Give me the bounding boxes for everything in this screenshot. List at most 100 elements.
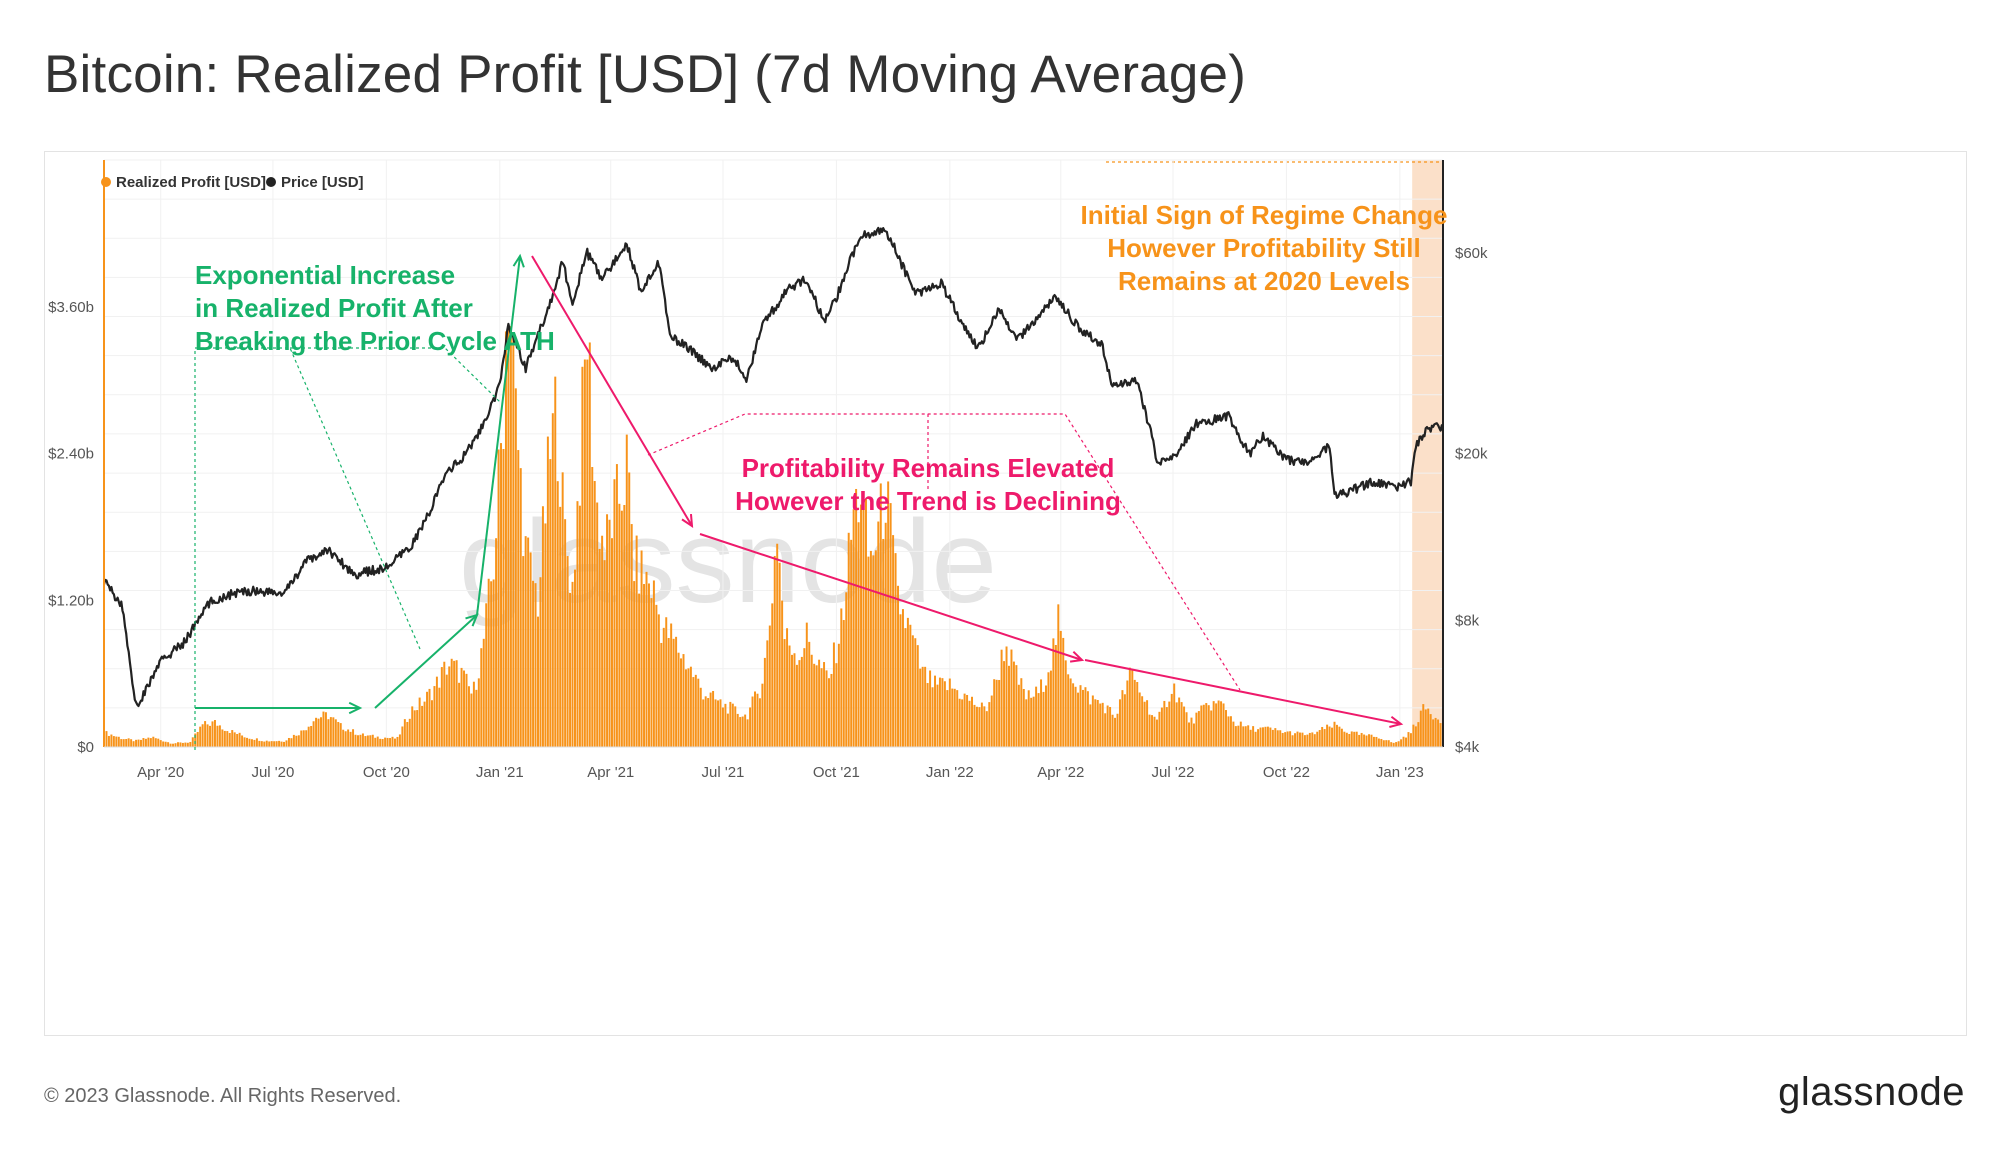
profit-bar — [1136, 681, 1139, 747]
profit-bar — [904, 628, 907, 747]
profit-bar — [480, 648, 483, 747]
x-tick-label: Apr '22 — [1037, 764, 1084, 781]
profit-bar — [985, 711, 988, 747]
profit-bar — [477, 678, 480, 747]
profit-bar — [260, 741, 263, 747]
profit-bar — [1118, 699, 1121, 747]
profit-bar — [236, 733, 239, 747]
profit-bar — [1294, 733, 1297, 747]
profit-bar — [1397, 741, 1400, 747]
profit-bar — [702, 699, 705, 747]
y-right-tick-label: $60k — [1455, 245, 1488, 262]
profit-bar — [692, 677, 695, 747]
profit-bar — [660, 642, 663, 747]
profit-bar — [201, 724, 204, 747]
profit-bar — [948, 678, 951, 747]
profit-bar — [213, 720, 216, 747]
profit-bar — [717, 700, 720, 747]
profit-bar — [110, 734, 113, 747]
profit-bar — [975, 706, 978, 747]
profit-bar — [820, 668, 823, 747]
profit-bar — [1424, 709, 1427, 747]
profit-bar — [1025, 699, 1028, 747]
profit-bar — [936, 684, 939, 747]
profit-bar — [1185, 712, 1188, 747]
profit-bar — [497, 449, 500, 747]
profit-bar — [320, 717, 322, 747]
profit-bar — [1104, 713, 1107, 747]
profit-bar — [1392, 742, 1395, 747]
profit-bar — [448, 666, 451, 747]
profit-bar — [603, 560, 606, 747]
profit-bar — [1180, 702, 1183, 747]
profit-bar — [292, 734, 295, 747]
profit-bar — [519, 468, 522, 747]
profit-bar — [1059, 630, 1062, 747]
green-arrow-flat-head — [348, 701, 363, 715]
profit-bar — [598, 548, 601, 747]
profit-bar — [1077, 692, 1080, 747]
profit-bar — [453, 660, 456, 747]
profit-bar — [1138, 692, 1141, 747]
profit-bar — [778, 562, 781, 747]
profit-bar — [608, 519, 611, 747]
profit-bar — [1222, 703, 1225, 747]
profit-bar — [1106, 705, 1109, 747]
profit-bar — [919, 668, 922, 747]
profit-bar — [371, 734, 374, 747]
profit-bar — [924, 666, 927, 747]
profit-bar — [862, 492, 865, 747]
profit-bar — [435, 676, 438, 747]
profit-bar — [1074, 686, 1077, 747]
profit-bar — [650, 598, 653, 747]
profit-bar — [1158, 711, 1161, 747]
x-tick-label: Jul '22 — [1152, 764, 1195, 781]
y-right-tick-label: $8k — [1455, 613, 1480, 630]
profit-bar — [1227, 716, 1230, 747]
profit-bar — [440, 667, 443, 747]
profit-bar — [1296, 731, 1299, 747]
profit-bar — [1247, 725, 1250, 747]
profit-bar — [1037, 693, 1040, 747]
profit-bar — [544, 523, 547, 747]
profit-bar — [223, 730, 226, 747]
profit-bar — [1264, 726, 1267, 747]
profit-bar — [699, 687, 702, 747]
profit-bar — [758, 698, 761, 747]
profit-bar — [137, 739, 140, 747]
profit-bar — [167, 742, 170, 747]
profit-bar — [931, 687, 934, 747]
profit-bar — [1419, 710, 1422, 747]
profit-bar — [1298, 732, 1301, 747]
profit-bar — [1417, 722, 1420, 747]
profit-bar — [958, 698, 961, 747]
profit-bar — [613, 479, 616, 747]
profit-bar — [1225, 710, 1227, 747]
profit-bar — [941, 678, 944, 747]
profit-bar — [749, 707, 752, 747]
profit-bar — [578, 505, 581, 747]
profit-bar — [332, 717, 335, 747]
profit-bar — [1111, 714, 1114, 747]
profit-bar — [1311, 732, 1314, 747]
profit-bar — [1385, 740, 1388, 747]
profit-bar — [1387, 740, 1390, 747]
profit-bar — [162, 741, 165, 747]
profit-bar — [1353, 731, 1356, 747]
profit-bar — [1355, 731, 1358, 747]
profit-bar — [574, 569, 576, 747]
profit-bar — [564, 519, 567, 747]
profit-bar — [112, 736, 115, 747]
profit-bar — [1434, 717, 1437, 747]
profit-bar — [1402, 736, 1405, 747]
profit-bar — [1175, 702, 1178, 747]
profit-bar — [342, 729, 345, 747]
profit-bar — [337, 721, 340, 747]
profit-bar — [241, 735, 244, 747]
green-arrow-steep-head — [512, 253, 525, 268]
profit-bar — [164, 741, 167, 747]
profit-bar — [1062, 637, 1065, 747]
profit-bar — [731, 703, 734, 747]
profit-bar — [263, 741, 266, 747]
profit-bar — [280, 741, 283, 747]
